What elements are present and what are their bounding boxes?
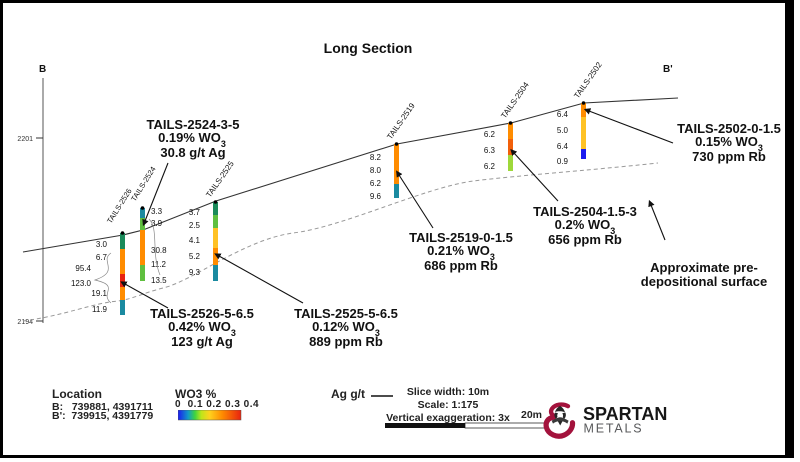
- svg-text:11.9: 11.9: [92, 305, 108, 314]
- svg-text:4.1: 4.1: [189, 236, 201, 245]
- svg-text:123.0: 123.0: [71, 279, 92, 288]
- svg-text:6.3: 6.3: [484, 146, 496, 155]
- svg-text:Approximate pre-: Approximate pre-: [650, 260, 758, 275]
- svg-text:METALS: METALS: [584, 422, 644, 436]
- svg-text:0.9: 0.9: [557, 157, 569, 166]
- svg-text:730 ppm Rb: 730 ppm Rb: [692, 149, 766, 164]
- svg-text:30.8: 30.8: [151, 246, 167, 255]
- svg-text:6.2: 6.2: [484, 130, 496, 139]
- svg-text:TAILS-2519: TAILS-2519: [385, 101, 417, 141]
- svg-text:TAILS-2504: TAILS-2504: [499, 80, 531, 120]
- svg-text:13.5: 13.5: [151, 276, 167, 285]
- svg-text:6.7: 6.7: [96, 253, 108, 262]
- svg-text:11.2: 11.2: [151, 260, 167, 269]
- svg-text:6.2: 6.2: [484, 162, 496, 171]
- svg-text:3.3: 3.3: [151, 207, 163, 216]
- svg-text:TAILS-2502: TAILS-2502: [572, 60, 604, 100]
- svg-text:TAILS-2524: TAILS-2524: [129, 165, 158, 203]
- svg-text:9.6: 9.6: [370, 192, 382, 201]
- svg-text:95.4: 95.4: [75, 264, 91, 273]
- svg-text:30.8 g/t Ag: 30.8 g/t Ag: [160, 145, 225, 160]
- svg-text:2201: 2201: [17, 136, 33, 143]
- svg-text:6.4: 6.4: [557, 110, 569, 119]
- svg-text:656 ppm Rb: 656 ppm Rb: [548, 232, 622, 247]
- svg-text:2.5: 2.5: [189, 221, 201, 230]
- svg-text:TAILS-2525: TAILS-2525: [204, 159, 236, 199]
- svg-text:686 ppm Rb: 686 ppm Rb: [424, 258, 498, 273]
- svg-text:19.1: 19.1: [91, 289, 107, 298]
- svg-text:B: B: [39, 64, 46, 75]
- svg-text:TAILS-2526: TAILS-2526: [105, 187, 134, 225]
- svg-text:3.0: 3.0: [96, 240, 108, 249]
- svg-text:8.2: 8.2: [370, 153, 382, 162]
- svg-text:8.0: 8.0: [370, 166, 382, 175]
- svg-text:B': B': [663, 64, 673, 75]
- svg-text:5.0: 5.0: [557, 126, 569, 135]
- svg-text:6.4: 6.4: [557, 142, 569, 151]
- svg-text:5.2: 5.2: [189, 252, 201, 261]
- svg-text:6.2: 6.2: [370, 179, 382, 188]
- svg-text:9.3: 9.3: [189, 268, 201, 277]
- svg-text:889 ppm Rb: 889 ppm Rb: [309, 334, 383, 349]
- svg-text:3.9: 3.9: [151, 219, 163, 228]
- svg-text:123 g/t Ag: 123 g/t Ag: [171, 334, 233, 349]
- svg-text:depositional surface: depositional surface: [641, 274, 767, 289]
- svg-text:3.7: 3.7: [189, 208, 201, 217]
